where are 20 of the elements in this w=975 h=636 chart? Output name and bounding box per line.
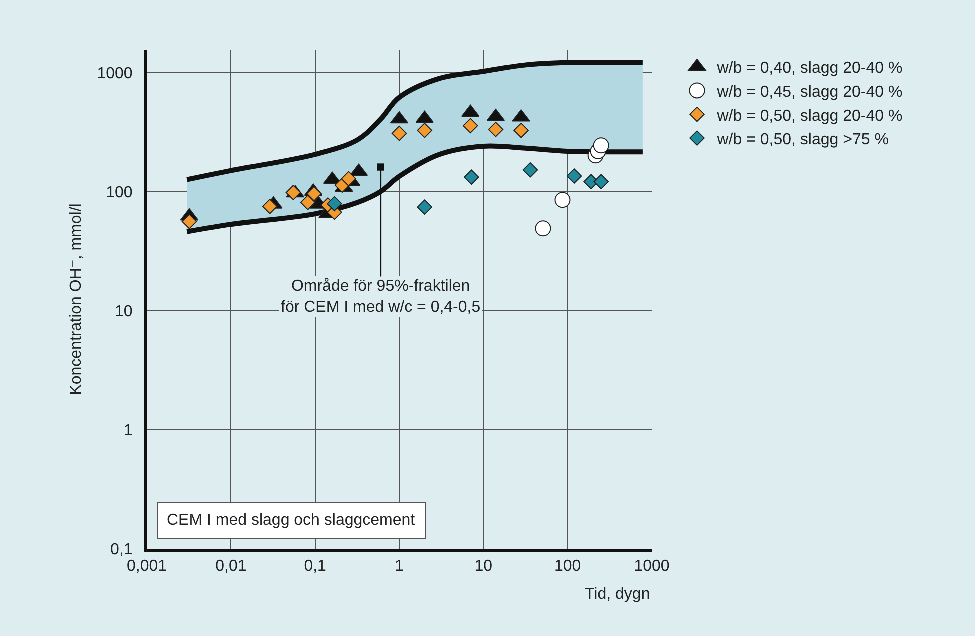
y-tick-label: 1 <box>124 422 133 440</box>
x-tick-label: 0,01 <box>216 558 247 576</box>
annotation: Område för 95%-fraktilen för CEM I med w/c = 0,4-0,5 <box>281 278 481 316</box>
x-tick-label: 1 <box>395 558 404 576</box>
legend-label: w/b = 0,45, slagg 20-40 % <box>716 84 903 101</box>
y-tick-label: 10 <box>115 303 133 320</box>
y-tick-label: 0,1 <box>110 542 133 559</box>
legend-label: w/b = 0,50, slagg 20-40 % <box>716 108 903 125</box>
x-axis-title: Tid, dygn <box>585 586 650 603</box>
legend-label: w/b = 0,40, slagg 20-40 % <box>716 60 903 78</box>
x-tick-label: 0,1 <box>304 558 327 576</box>
x-tick-label: 100 <box>554 558 582 576</box>
y-tick-label: 100 <box>106 184 133 202</box>
y-tick-label: 1000 <box>97 65 133 82</box>
legend-label: w/b = 0,50, slagg >75 % <box>716 132 889 149</box>
annotation: CEM I med slagg och slaggcement <box>167 512 416 529</box>
x-tick-label: 0,001 <box>126 558 168 576</box>
x-tick-label: 1000 <box>634 558 670 576</box>
y-axis-title: Koncentration OH⁻, mmol/l <box>68 204 86 396</box>
x-tick-label: 10 <box>474 558 493 576</box>
